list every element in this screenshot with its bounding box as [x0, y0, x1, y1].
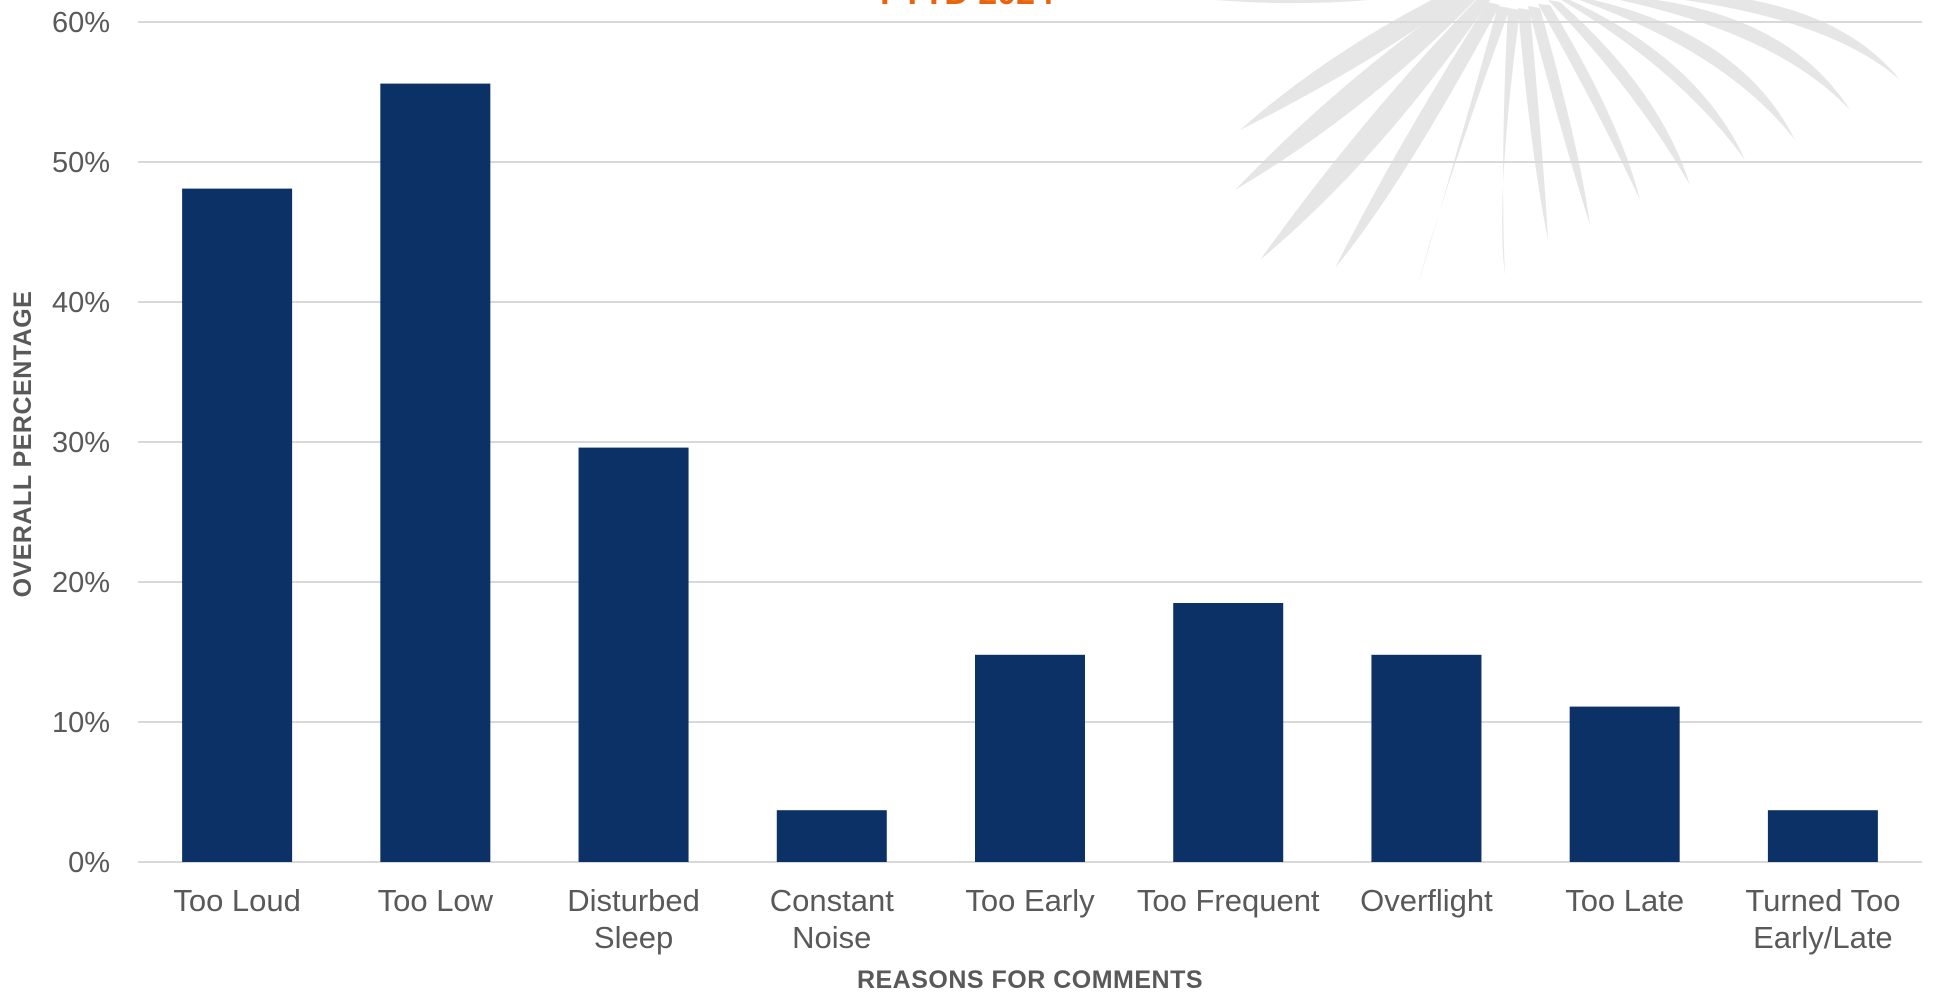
y-tick-label: 30% [52, 427, 110, 459]
bar [578, 447, 689, 862]
bar [1371, 654, 1482, 862]
x-category-label: Disturbed Sleep [567, 883, 700, 955]
y-tick-label: 50% [52, 147, 110, 179]
bar [380, 83, 491, 863]
bar [776, 810, 887, 862]
x-category-label: Too Loud [173, 883, 301, 918]
palm-leaf-icon [1215, 0, 1900, 285]
x-category-label: Overflight [1360, 883, 1493, 918]
y-tick-label: 10% [52, 707, 110, 739]
x-category-label: Too Frequent [1137, 883, 1320, 918]
y-axis-title: OVERALL PERCENTAGE [9, 291, 37, 598]
x-category-label: Too Late [1565, 883, 1684, 918]
bar [182, 188, 293, 863]
y-tick-label: 20% [52, 567, 110, 599]
y-tick-label: 0% [68, 847, 110, 879]
x-category-label: Too Low [378, 883, 494, 918]
bar [1173, 603, 1284, 862]
bar [1569, 706, 1680, 862]
bars [182, 83, 1878, 863]
x-axis-title: REASONS FOR COMMENTS [857, 966, 1203, 993]
bar [1767, 810, 1878, 862]
x-category-label: Constant Noise [770, 883, 894, 955]
y-tick-label: 40% [52, 287, 110, 319]
bar [975, 654, 1085, 862]
y-axis-ticks: 0% 10% 20% 30% 40% 50% 60% [52, 7, 110, 879]
x-category-label: Too Early [965, 883, 1095, 918]
y-tick-label: 60% [52, 7, 110, 39]
chart-title: FYTD 2024 [880, 0, 1054, 12]
x-category-label: Turned Too Early/Late [1745, 883, 1900, 955]
x-axis-categories: Too Loud Too Low Disturbed Sleep Constant Noi… [173, 883, 1900, 955]
